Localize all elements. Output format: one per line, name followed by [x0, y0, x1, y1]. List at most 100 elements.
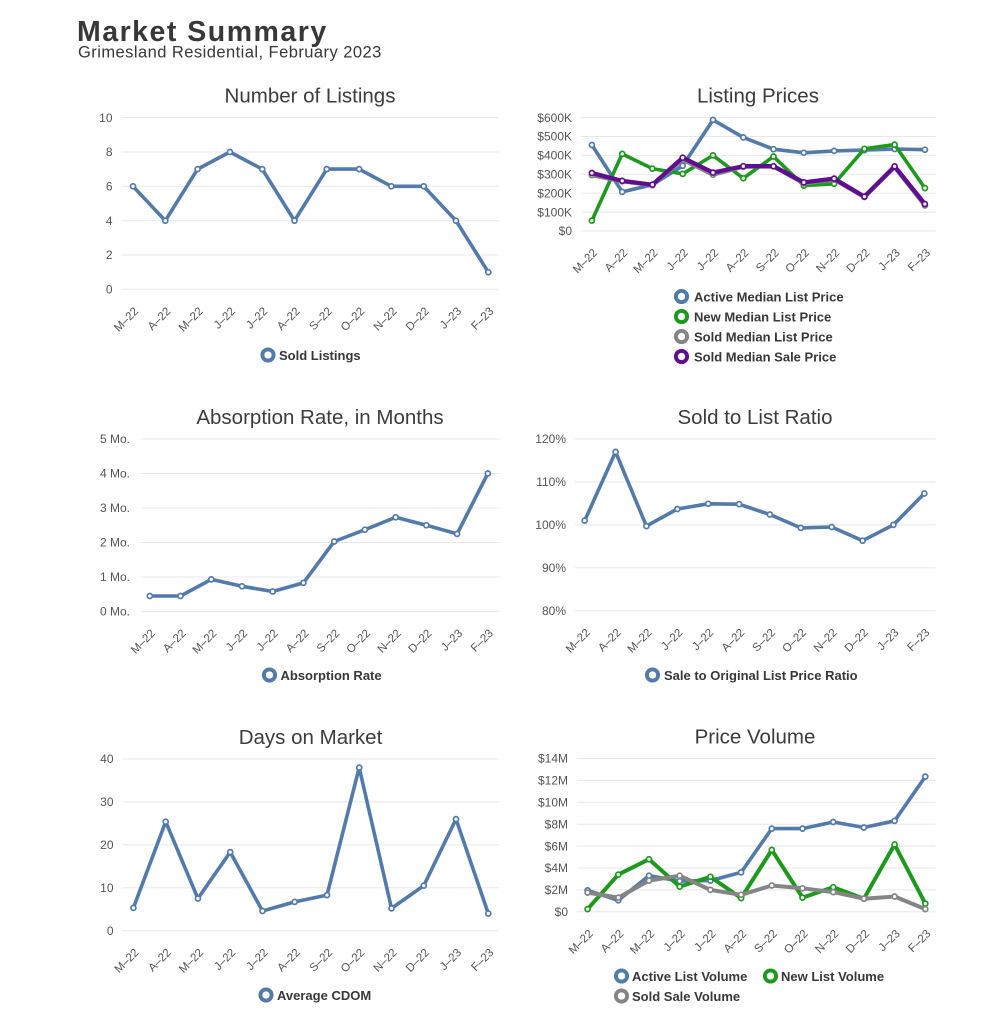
svg-text:F–23: F–23 [469, 947, 496, 974]
svg-text:J–22: J–22 [224, 628, 250, 654]
svg-text:J–22: J–22 [665, 247, 691, 273]
svg-text:Average CDOM: Average CDOM [277, 988, 371, 1003]
svg-text:A–22: A–22 [284, 628, 311, 655]
svg-text:S–22: S–22 [754, 247, 781, 274]
svg-text:A–22: A–22 [724, 247, 751, 274]
svg-text:J–23: J–23 [875, 627, 901, 653]
svg-text:A–22: A–22 [599, 928, 626, 955]
svg-text:A–22: A–22 [722, 928, 749, 955]
svg-text:$14M: $14M [538, 752, 568, 766]
svg-text:J–23: J–23 [439, 628, 465, 654]
svg-text:A–22: A–22 [161, 628, 188, 655]
svg-text:Sold Sale Volume: Sold Sale Volume [632, 989, 740, 1004]
svg-text:M–22: M–22 [112, 306, 141, 335]
svg-text:10: 10 [100, 881, 114, 895]
svg-text:Days on Market: Days on Market [239, 726, 383, 749]
svg-text:$500K: $500K [537, 130, 572, 144]
svg-text:0 Mo.: 0 Mo. [100, 605, 130, 619]
svg-text:6: 6 [106, 180, 113, 194]
svg-text:M–22: M–22 [571, 247, 600, 276]
svg-text:D–22: D–22 [404, 306, 432, 334]
svg-text:S–22: S–22 [752, 928, 779, 955]
svg-text:S–22: S–22 [315, 628, 342, 655]
svg-text:O–22: O–22 [339, 306, 367, 334]
svg-text:M–22: M–22 [177, 947, 206, 976]
svg-text:N–22: N–22 [812, 627, 840, 655]
svg-text:$10M: $10M [538, 796, 568, 810]
svg-text:S–22: S–22 [307, 306, 334, 333]
svg-text:Absorption Rate, in Months: Absorption Rate, in Months [196, 406, 443, 429]
svg-text:D–22: D–22 [845, 247, 873, 275]
svg-text:S–22: S–22 [308, 947, 335, 974]
svg-text:A–22: A–22 [720, 627, 747, 654]
svg-text:$200K: $200K [537, 186, 572, 200]
svg-text:O–22: O–22 [784, 247, 812, 275]
svg-text:J–23: J–23 [877, 247, 903, 273]
svg-text:A–22: A–22 [146, 947, 173, 974]
svg-text:D–22: D–22 [843, 627, 871, 655]
svg-text:N–22: N–22 [814, 247, 842, 275]
svg-text:F–23: F–23 [906, 928, 933, 955]
svg-text:Market Summary: Market Summary [77, 16, 328, 48]
svg-text:J–23: J–23 [438, 306, 464, 332]
svg-text:F–23: F–23 [469, 306, 496, 333]
svg-text:20: 20 [100, 838, 114, 852]
svg-text:J–22: J–22 [212, 306, 238, 332]
svg-text:M–22: M–22 [191, 628, 220, 657]
svg-text:2 Mo.: 2 Mo. [100, 536, 130, 550]
svg-text:1 Mo.: 1 Mo. [100, 570, 130, 584]
svg-text:30: 30 [100, 795, 114, 809]
svg-text:2: 2 [106, 248, 113, 262]
svg-text:M–22: M–22 [129, 628, 158, 657]
svg-text:J–22: J–22 [212, 947, 238, 973]
svg-text:D–22: D–22 [406, 628, 434, 656]
svg-text:Sold Median List Price: Sold Median List Price [694, 329, 833, 344]
svg-text:A–22: A–22 [596, 627, 623, 654]
svg-text:J–22: J–22 [245, 947, 271, 973]
svg-text:O–22: O–22 [782, 928, 810, 956]
svg-text:$2M: $2M [545, 883, 568, 897]
svg-text:J–22: J–22 [692, 928, 718, 954]
svg-text:Sale to Original List Price Ra: Sale to Original List Price Ratio [664, 668, 858, 683]
svg-text:A–22: A–22 [275, 306, 302, 333]
svg-text:A–22: A–22 [275, 947, 302, 974]
svg-text:$100K: $100K [537, 205, 572, 219]
svg-text:F–23: F–23 [905, 627, 932, 654]
svg-text:Absorption Rate: Absorption Rate [281, 668, 382, 683]
svg-text:Sold Listings: Sold Listings [279, 348, 361, 363]
svg-text:$6M: $6M [545, 839, 568, 853]
svg-text:Sold Median Sale Price: Sold Median Sale Price [694, 349, 836, 364]
svg-text:N–22: N–22 [372, 306, 400, 334]
svg-text:M–22: M–22 [567, 928, 596, 957]
svg-text:N–22: N–22 [372, 947, 400, 975]
svg-text:$400K: $400K [537, 149, 572, 163]
svg-text:$12M: $12M [538, 774, 568, 788]
svg-text:120%: 120% [535, 432, 566, 446]
svg-text:M–22: M–22 [632, 247, 661, 276]
svg-text:N–22: N–22 [376, 628, 404, 656]
svg-text:J–23: J–23 [438, 947, 464, 973]
svg-text:3 Mo.: 3 Mo. [100, 501, 130, 515]
svg-text:M–22: M–22 [564, 627, 593, 656]
svg-text:J–22: J–22 [244, 306, 270, 332]
svg-text:Active List Volume: Active List Volume [632, 969, 747, 984]
svg-text:F–23: F–23 [906, 247, 933, 274]
svg-text:$600K: $600K [537, 111, 572, 125]
svg-text:Grimesland Residential, Februa: Grimesland Residential, February 2023 [78, 44, 382, 62]
svg-text:O–22: O–22 [781, 627, 809, 655]
svg-text:J–22: J–22 [659, 627, 685, 653]
svg-text:J–23: J–23 [877, 928, 903, 954]
svg-text:M–22: M–22 [177, 306, 206, 335]
svg-text:$0: $0 [555, 905, 569, 919]
svg-text:Number of Listings: Number of Listings [225, 85, 396, 108]
svg-text:$300K: $300K [537, 168, 572, 182]
svg-text:A–22: A–22 [603, 247, 630, 274]
svg-text:Active Median List Price: Active Median List Price [694, 289, 844, 304]
svg-text:J–22: J–22 [690, 627, 716, 653]
svg-text:O–22: O–22 [339, 947, 367, 975]
svg-text:5 Mo.: 5 Mo. [100, 432, 130, 446]
svg-text:N–22: N–22 [813, 928, 841, 956]
svg-text:J–22: J–22 [662, 928, 688, 954]
svg-text:80%: 80% [542, 604, 566, 618]
svg-text:$0: $0 [559, 224, 573, 238]
